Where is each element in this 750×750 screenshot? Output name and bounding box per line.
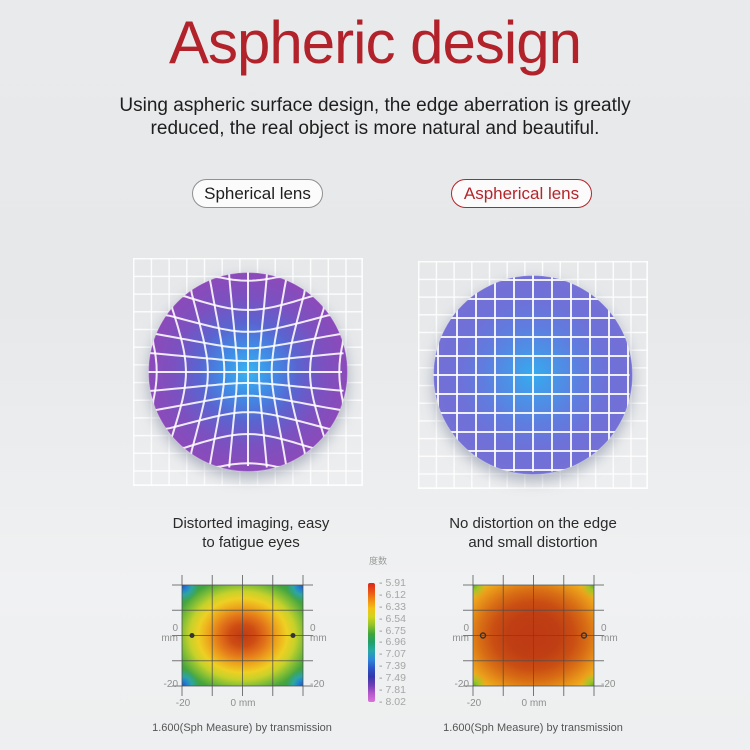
- lens-grid-spherical: [133, 258, 363, 486]
- legend-value: -8.02: [379, 695, 406, 708]
- lens-circle-aspherical: [432, 274, 634, 476]
- lens-grid-aspherical: [418, 261, 648, 489]
- heatmap-aspherical-grid: [463, 575, 604, 701]
- legend-value: -7.07: [379, 648, 406, 661]
- axis-zero: 0: [172, 623, 178, 634]
- badge-aspherical-label: Aspherical lens: [463, 183, 580, 203]
- caption-spherical-line-1: Distorted imaging, easy: [172, 515, 330, 532]
- power-legend: 度数 -5.91-6.12-6.33-6.54-6.75-6.96-7.07-7…: [355, 552, 450, 720]
- caption-aspherical: No distortion on the edge and small dist…: [413, 514, 653, 552]
- axis-unit: mm: [310, 633, 327, 644]
- axis-label-right-0mm: 0 mm: [310, 624, 344, 644]
- subtitle-line-2: reduced, the real object is more natural…: [150, 118, 600, 139]
- legend-values: -5.91-6.12-6.33-6.54-6.75-6.96-7.07-7.39…: [379, 577, 406, 708]
- axis-label-left-0mm: 0 mm: [441, 624, 469, 644]
- axis-label-left-neg20: -20: [454, 679, 469, 690]
- legend-value: -6.54: [379, 612, 406, 625]
- axis-zero: 0: [463, 623, 469, 634]
- badge-spherical-lens: Spherical lens: [192, 179, 323, 208]
- legend-value: -6.33: [379, 600, 406, 613]
- legend-value: -6.96: [379, 636, 406, 649]
- axis-label-right-0mm: 0 mm: [601, 624, 635, 644]
- axis-unit: mm: [452, 633, 469, 644]
- badge-spherical-label: Spherical lens: [204, 183, 311, 203]
- subtitle: Using aspheric surface design, the edge …: [0, 94, 750, 140]
- axis-label-right-neg20: -20: [310, 679, 325, 690]
- subtitle-line-1: Using aspheric surface design, the edge …: [119, 95, 631, 116]
- legend-value: -6.75: [379, 624, 406, 637]
- legend-title: 度数: [369, 556, 388, 566]
- axis-label-bottom-0mm: 0 mm: [521, 698, 547, 709]
- axis-unit: mm: [161, 633, 178, 644]
- legend-value: -6.12: [379, 588, 406, 601]
- caption-aspherical-line-2: and small distortion: [468, 534, 598, 551]
- legend-value: -5.91: [379, 576, 406, 589]
- axis-label-right-neg20: -20: [601, 679, 616, 690]
- axis-zero: 0: [310, 623, 316, 634]
- lens-circle-spherical: [147, 271, 349, 473]
- caption-measure-aspherical: 1.600(Sph Measure) by transmission: [443, 722, 623, 734]
- heatmap-aspherical: 0 mm 0 mm -20 -20 -20 0 mm: [441, 560, 641, 720]
- legend-value: -7.39: [379, 660, 406, 673]
- axis-label-left-neg20: -20: [163, 679, 178, 690]
- axis-label-left-0mm: 0 mm: [150, 624, 178, 644]
- colorbar: [368, 583, 375, 702]
- caption-spherical-line-2: to fatigue eyes: [202, 534, 300, 551]
- heatmap-spherical-grid: [172, 575, 313, 701]
- badge-aspherical-lens: Aspherical lens: [451, 179, 592, 208]
- legend-value: -7.81: [379, 683, 406, 696]
- axis-unit: mm: [601, 633, 618, 644]
- legend-value: -7.49: [379, 672, 406, 685]
- axis-label-bottom-0mm: 0 mm: [230, 698, 256, 709]
- caption-spherical: Distorted imaging, easy to fatigue eyes: [131, 514, 371, 552]
- page-title: Aspheric design: [169, 9, 582, 76]
- axis-label-bottom-neg20: -20: [175, 698, 191, 709]
- axis-zero: 0: [601, 623, 607, 634]
- caption-measure-spherical: 1.600(Sph Measure) by transmission: [152, 722, 332, 734]
- axis-label-bottom-neg20: -20: [466, 698, 482, 709]
- caption-aspherical-line-1: No distortion on the edge: [449, 515, 617, 532]
- heatmap-spherical: 0 mm 0 mm -20 -20 -20 0 mm: [150, 560, 350, 720]
